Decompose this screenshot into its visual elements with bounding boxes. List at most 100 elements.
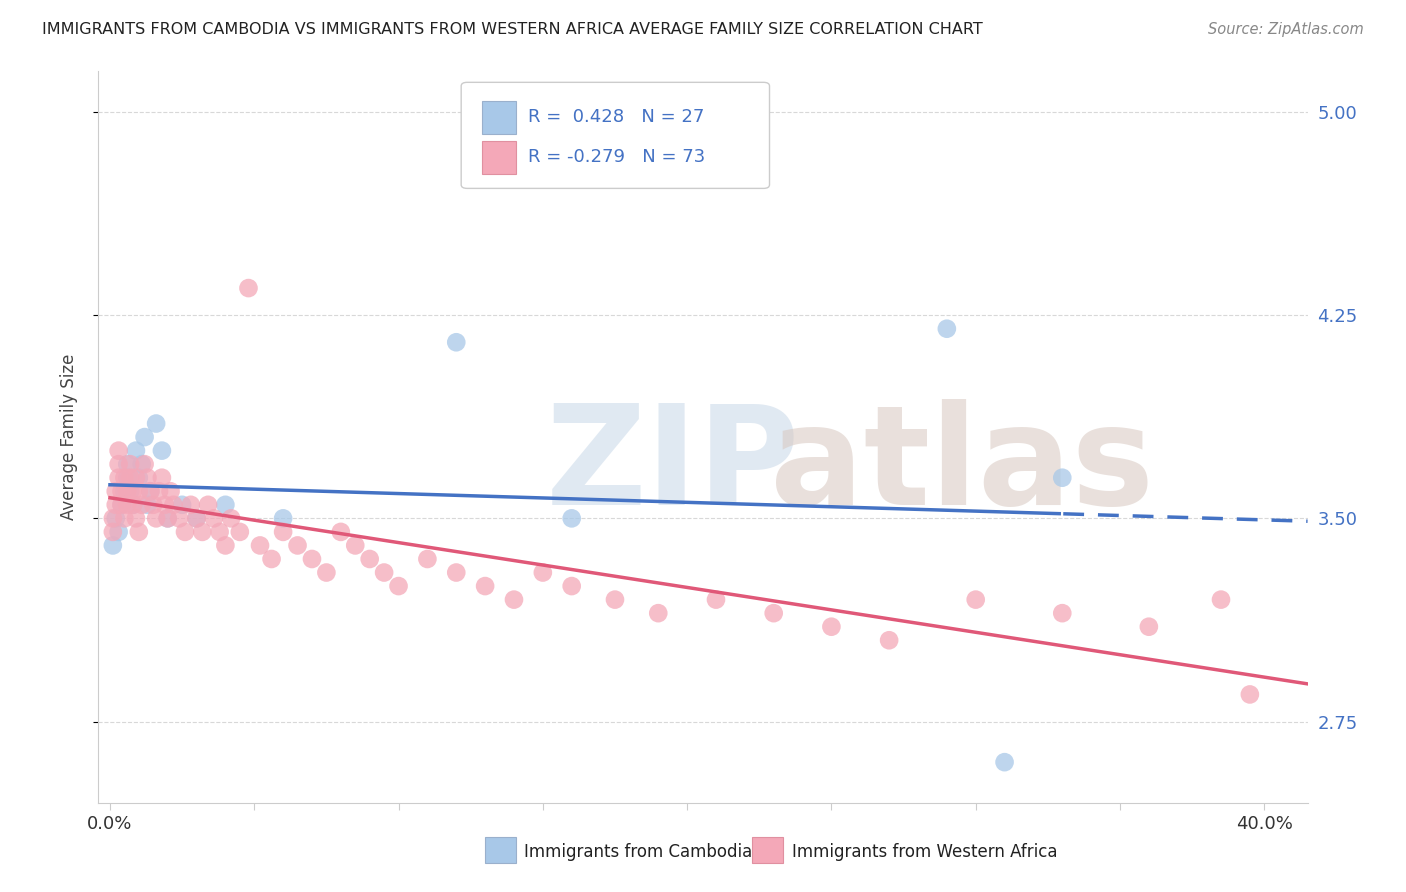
Bar	[482, 141, 516, 174]
Point	[531, 566, 554, 580]
Point	[993, 755, 1015, 769]
Point	[120, 457, 142, 471]
Point	[131, 457, 153, 471]
Point	[120, 471, 142, 485]
Point	[180, 498, 202, 512]
Point	[104, 484, 127, 499]
Point	[139, 484, 162, 499]
Point	[104, 511, 127, 525]
Point	[561, 511, 583, 525]
Point	[107, 471, 129, 485]
Point	[238, 281, 260, 295]
Point	[935, 322, 957, 336]
Point	[150, 443, 173, 458]
Point	[107, 443, 129, 458]
Point	[249, 538, 271, 552]
Point	[110, 484, 132, 499]
Point	[647, 606, 669, 620]
Point	[125, 511, 148, 525]
Point	[122, 484, 145, 499]
Point	[117, 471, 139, 485]
Point	[359, 552, 381, 566]
Point	[1239, 688, 1261, 702]
Point	[503, 592, 526, 607]
Point	[142, 498, 165, 512]
Point	[219, 511, 242, 525]
Point	[260, 552, 283, 566]
Point	[128, 471, 150, 485]
Point	[329, 524, 352, 539]
Point	[101, 524, 124, 539]
Point	[150, 471, 173, 485]
Point	[197, 498, 219, 512]
Text: Immigrants from Cambodia: Immigrants from Cambodia	[524, 843, 752, 861]
Point	[136, 498, 159, 512]
Point	[145, 511, 167, 525]
Point	[112, 471, 135, 485]
FancyBboxPatch shape	[461, 82, 769, 188]
Point	[162, 498, 184, 512]
Text: Source: ZipAtlas.com: Source: ZipAtlas.com	[1208, 22, 1364, 37]
Point	[139, 484, 162, 499]
Point	[128, 484, 150, 499]
Point	[148, 484, 170, 499]
Point	[186, 511, 208, 525]
Text: atlas: atlas	[769, 399, 1154, 533]
Point	[1209, 592, 1232, 607]
Point	[156, 511, 179, 525]
Point	[191, 524, 214, 539]
Point	[315, 566, 337, 580]
Point	[125, 443, 148, 458]
Point	[145, 417, 167, 431]
Point	[474, 579, 496, 593]
Text: ZIP: ZIP	[546, 399, 800, 533]
Point	[762, 606, 785, 620]
Point	[301, 552, 323, 566]
Point	[125, 471, 148, 485]
Point	[820, 620, 842, 634]
Point	[1137, 620, 1160, 634]
Point	[134, 457, 156, 471]
Point	[271, 524, 294, 539]
Point	[202, 511, 225, 525]
Point	[214, 538, 236, 552]
Point	[134, 430, 156, 444]
Point	[131, 498, 153, 512]
Point	[112, 511, 135, 525]
Point	[208, 524, 231, 539]
Point	[110, 498, 132, 512]
Point	[1052, 471, 1074, 485]
Point	[159, 484, 181, 499]
Point	[214, 498, 236, 512]
Point	[120, 484, 142, 499]
Point	[112, 484, 135, 499]
Point	[603, 592, 626, 607]
Point	[287, 538, 309, 552]
Point	[122, 498, 145, 512]
Point	[101, 511, 124, 525]
Point	[122, 498, 145, 512]
Point	[446, 335, 468, 350]
Point	[373, 566, 395, 580]
Point	[104, 498, 127, 512]
Point	[271, 511, 294, 525]
Point	[167, 511, 190, 525]
Point	[153, 498, 176, 512]
Text: Immigrants from Western Africa: Immigrants from Western Africa	[792, 843, 1057, 861]
Point	[156, 511, 179, 525]
Point	[229, 524, 252, 539]
Point	[172, 498, 194, 512]
Point	[136, 471, 159, 485]
Text: IMMIGRANTS FROM CAMBODIA VS IMMIGRANTS FROM WESTERN AFRICA AVERAGE FAMILY SIZE C: IMMIGRANTS FROM CAMBODIA VS IMMIGRANTS F…	[42, 22, 983, 37]
Bar	[482, 101, 516, 134]
Text: R = -0.279   N = 73: R = -0.279 N = 73	[527, 148, 704, 166]
Point	[1052, 606, 1074, 620]
Point	[446, 566, 468, 580]
Point	[416, 552, 439, 566]
Point	[387, 579, 409, 593]
Y-axis label: Average Family Size: Average Family Size	[59, 354, 77, 520]
Point	[117, 484, 139, 499]
Point	[965, 592, 987, 607]
Point	[110, 498, 132, 512]
Point	[107, 457, 129, 471]
